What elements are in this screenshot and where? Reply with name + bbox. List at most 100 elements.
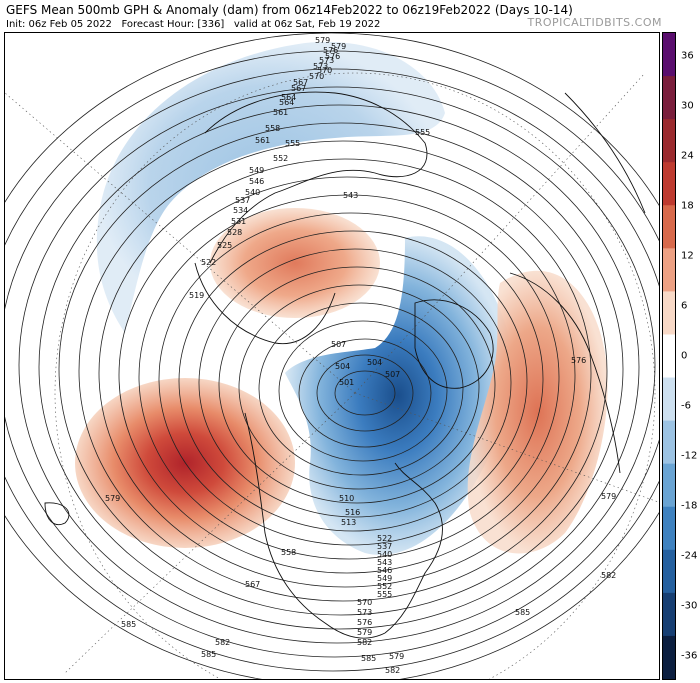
- negative-anomaly-siberia: [96, 41, 445, 333]
- contour-label: 570: [317, 66, 332, 75]
- contour-label: 579: [331, 42, 346, 51]
- contour-label: 576: [325, 52, 340, 61]
- contour-label: 573: [319, 56, 334, 65]
- contour-label: 537: [377, 542, 392, 551]
- contour-label: 531: [231, 217, 246, 226]
- contour-label: 543: [377, 558, 392, 567]
- contour-label: 522: [377, 534, 392, 543]
- coastlines: [44, 91, 646, 639]
- height-contours: [5, 33, 659, 679]
- colorbar-tick-label: -12: [681, 450, 698, 462]
- contour-label: 573: [357, 608, 372, 617]
- contour-label: 504: [367, 358, 382, 367]
- negative-anomaly-canada: [285, 236, 511, 555]
- colorbar-swatch: [663, 33, 675, 77]
- contour-label: 528: [227, 228, 242, 237]
- contour-label: 540: [377, 550, 392, 559]
- init-time: Init: 06z Feb 05 2022: [6, 19, 112, 30]
- anomaly-colorbar: [662, 32, 676, 680]
- contour-label: 534: [233, 206, 248, 215]
- contour-label: 507: [331, 340, 346, 349]
- map-svg: 579 576 573 570 567 564 561 558 555 552 …: [5, 33, 659, 679]
- contour-label: 570: [357, 598, 372, 607]
- anomaly-shading: [75, 41, 608, 555]
- contour-label: 537: [235, 196, 250, 205]
- colorbar-tick-label: 12: [681, 250, 694, 262]
- contour-label: 543: [343, 191, 358, 200]
- colorbar-swatch: [663, 205, 675, 249]
- colorbar-tick-label: -30: [681, 600, 698, 612]
- contour-label: 501: [339, 378, 354, 387]
- colorbar-svg: [663, 33, 675, 680]
- contour-label: 516: [345, 508, 360, 517]
- contour-label: 522: [201, 258, 216, 267]
- contour-label: 579: [105, 494, 120, 503]
- positive-anomaly-atlantic: [467, 270, 608, 554]
- forecast-hour: Forecast Hour: [336]: [121, 19, 225, 30]
- contour-label: 576: [357, 618, 372, 627]
- contour-label: 576: [571, 356, 586, 365]
- contour-labels: 579 576 573 570 567 564 561 558 555 552 …: [105, 36, 616, 675]
- contour-label: 507: [385, 370, 400, 379]
- contour-label: 558: [281, 548, 296, 557]
- colorbar-tick-label: 36: [681, 50, 694, 62]
- contour-label: 585: [515, 608, 530, 617]
- contour-label: 549: [249, 166, 264, 175]
- colorbar-tick-label: 18: [681, 200, 694, 212]
- contour-label: 555: [377, 590, 392, 599]
- colorbar-swatch: [663, 463, 675, 508]
- colorbar-swatch: [663, 248, 675, 292]
- contour-label: 582: [215, 638, 230, 647]
- colorbar-swatch: [663, 549, 675, 594]
- colorbar-swatch: [663, 377, 675, 422]
- contour-label: 567: [245, 580, 260, 589]
- graticule: [5, 72, 659, 679]
- colorbar-swatch: [663, 119, 675, 163]
- contour-label: 579: [315, 36, 330, 45]
- contour-label: 549: [377, 574, 392, 583]
- contour-label: 567: [293, 78, 308, 87]
- contour-label: 576: [323, 46, 338, 55]
- contour-label: 582: [601, 571, 616, 580]
- contour-label: 564: [281, 93, 296, 102]
- contour-label: 585: [361, 654, 376, 663]
- contour-label: 555: [285, 139, 300, 148]
- contour-label: 540: [245, 188, 260, 197]
- contour-label: 567: [291, 84, 306, 93]
- colorbar-swatch: [663, 162, 675, 206]
- colorbar-tick-label: -36: [681, 650, 698, 662]
- colorbar-swatch: [663, 291, 675, 335]
- colorbar-tick-label: 30: [681, 100, 694, 112]
- contour-label: 525: [217, 241, 232, 250]
- contour-label: 510: [339, 494, 354, 503]
- colorbar-swatch: [663, 76, 675, 120]
- colorbar-tick-label: 0: [681, 350, 688, 362]
- contour-label: 552: [377, 582, 392, 591]
- colorbar-tick-label: -18: [681, 500, 698, 512]
- contour-label: 561: [273, 108, 288, 117]
- colorbar-tick-label: 6: [681, 300, 688, 312]
- map-title: GEFS Mean 500mb GPH & Anomaly (dam) from…: [6, 3, 573, 17]
- map-panel: 579 576 573 570 567 564 561 558 555 552 …: [4, 32, 660, 680]
- colorbar-swatch: [663, 334, 675, 379]
- contour-label: 579: [601, 492, 616, 501]
- contour-label: 573: [313, 62, 328, 71]
- colorbar-tick-label: 24: [681, 150, 694, 162]
- contour-label: 552: [273, 154, 288, 163]
- contour-label: 546: [377, 566, 392, 575]
- colorbar-swatch: [663, 420, 675, 465]
- contour-label: 579: [357, 628, 372, 637]
- contour-label: 582: [385, 666, 400, 675]
- colorbar-tick-label: -24: [681, 550, 698, 562]
- contour-label: 585: [201, 650, 216, 659]
- contour-label: 564: [279, 98, 294, 107]
- colorbar-swatch: [663, 635, 675, 680]
- contour-label: 570: [309, 72, 324, 81]
- contour-label: 579: [389, 652, 404, 661]
- contour-label: 519: [189, 291, 204, 300]
- colorbar-swatch: [663, 506, 675, 551]
- map-subtitle: Init: 06z Feb 05 2022 Forecast Hour: [33…: [6, 19, 380, 30]
- contour-label: 561: [255, 136, 270, 145]
- contour-label: 558: [265, 124, 280, 133]
- contour-label: 504: [335, 362, 350, 371]
